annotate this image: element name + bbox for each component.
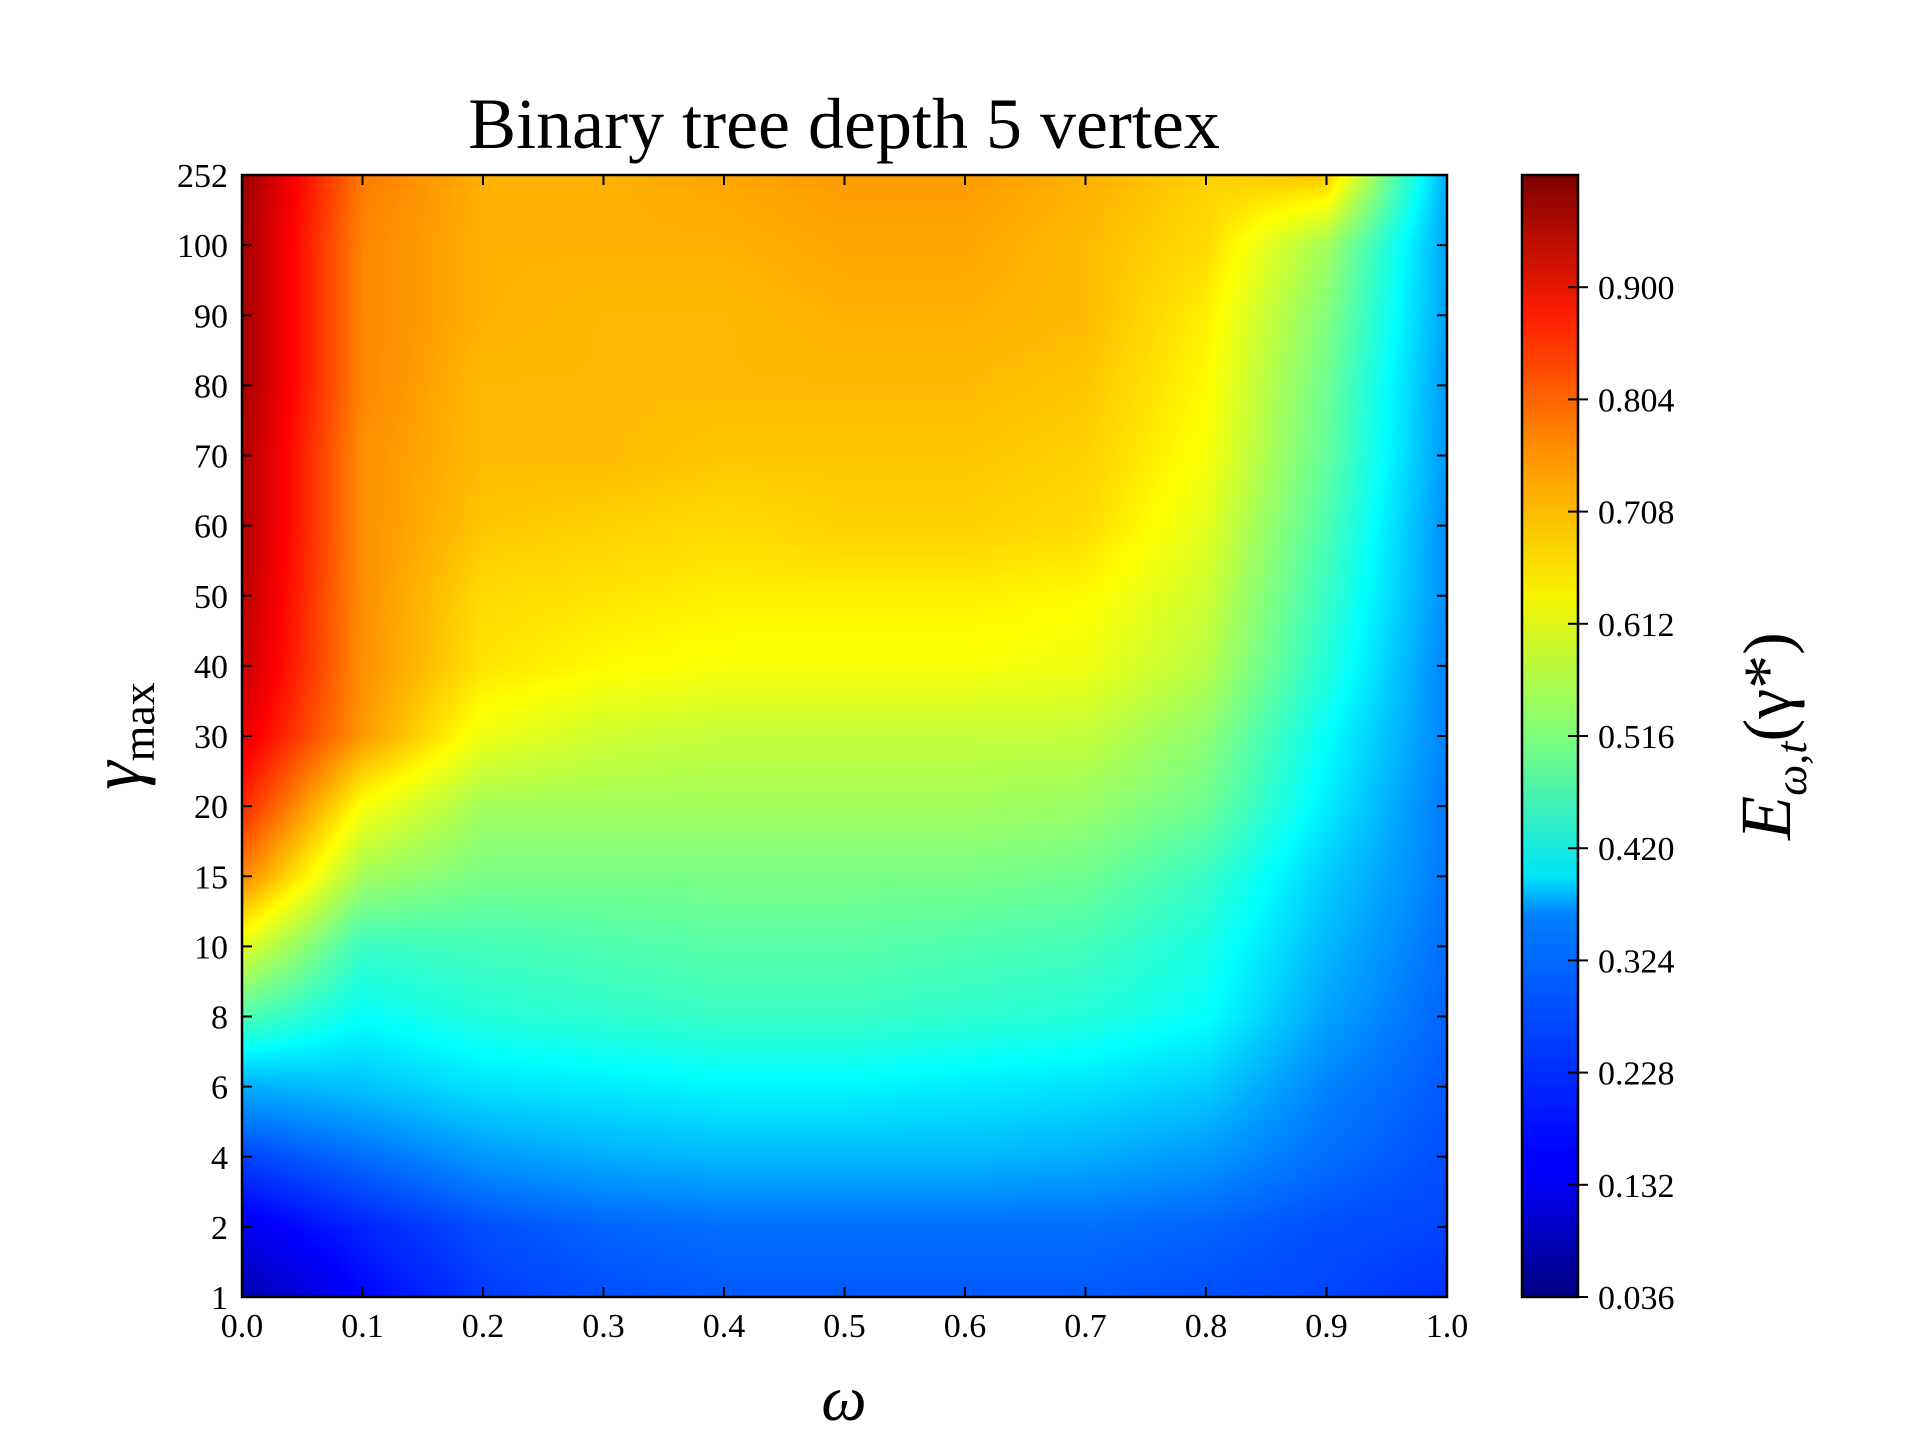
y-tick-label: 8: [211, 1000, 228, 1037]
x-axis-ticks: 0.0 0.1 0.2 0.3 0.4 0.5 0.6 0.7 0.8 0.9 1.0: [221, 175, 1469, 1345]
y-tick-label: 4: [211, 1140, 228, 1177]
colorbar-label: Eω,t(γ*): [1726, 632, 1816, 841]
colorbar-tick-label: 0.036: [1598, 1280, 1675, 1317]
colorbar-ticks: 0.036 0.132 0.228 0.324 0.420 0.516 0.612 0.708…: [1568, 270, 1675, 1317]
x-tick-label: 0.7: [1064, 1308, 1107, 1345]
x-tick-label: 0.5: [823, 1308, 866, 1345]
colorbar-label-arg: (γ*): [1729, 632, 1805, 741]
colorbar-tick-label: 0.708: [1598, 495, 1675, 532]
colorbar-tick-label: 0.228: [1598, 1056, 1675, 1093]
y-tick-label: 50: [194, 579, 228, 616]
y-tick-label: 90: [194, 298, 228, 335]
heatmap-cells: [242, 175, 1447, 1297]
x-tick-label: 0.2: [462, 1308, 505, 1345]
y-tick-label: 15: [194, 859, 228, 896]
svg-text:Eω,t(γ*): Eω,t(γ*): [1726, 632, 1816, 841]
colorbar-label-sub: ω,t: [1767, 740, 1816, 796]
colorbar-tick-label: 0.804: [1598, 382, 1675, 419]
colorbar: 0.036 0.132 0.228 0.324 0.420 0.516 0.612 0.708…: [1520, 173, 1675, 1317]
y-tick-label: 60: [194, 509, 228, 546]
colorbar-tick-label: 0.420: [1598, 831, 1675, 868]
colorbar-tick-label: 0.900: [1598, 270, 1675, 307]
x-tick-label: 0.4: [703, 1308, 746, 1345]
y-tick-label: 70: [194, 439, 228, 476]
y-tick-label: 1: [211, 1280, 228, 1317]
x-tick-label: 1.0: [1426, 1308, 1469, 1345]
x-axis-label: ω: [821, 1363, 866, 1434]
chart-title: Binary tree depth 5 vertex: [468, 84, 1220, 164]
y-axis-ticks: 1 2 4 6 8 10 15 20 30 40 50 60 70 80 90 100 252: [177, 158, 1447, 1317]
colorbar-tick-label: 0.132: [1598, 1168, 1675, 1205]
y-tick-label: 252: [177, 158, 228, 195]
y-axis-label-sub: max: [113, 682, 164, 761]
y-tick-label: 2: [211, 1210, 228, 1247]
colorbar-label-main: E: [1726, 796, 1806, 841]
y-tick-label: 30: [194, 719, 228, 756]
x-tick-label: 0.9: [1305, 1308, 1348, 1345]
x-tick-label: 0.8: [1185, 1308, 1228, 1345]
y-tick-label: 20: [194, 789, 228, 826]
x-tick-label: 0.0: [221, 1308, 264, 1345]
y-axis-label-main: γ: [76, 760, 156, 790]
x-tick-label: 0.1: [341, 1308, 384, 1345]
y-tick-label: 6: [211, 1070, 228, 1107]
x-tick-label: 0.3: [582, 1308, 625, 1345]
colorbar-tick-label: 0.516: [1598, 719, 1675, 756]
heatmap-plot-area: [240, 173, 1449, 1299]
y-tick-label: 40: [194, 649, 228, 686]
y-tick-label: 10: [194, 929, 228, 966]
y-tick-label: 100: [177, 228, 228, 265]
x-tick-label: 0.6: [944, 1308, 987, 1345]
y-tick-label: 80: [194, 368, 228, 405]
colorbar-tick-label: 0.324: [1598, 943, 1675, 980]
y-axis-label: γmax: [76, 682, 164, 790]
svg-text:γmax: γmax: [76, 682, 164, 790]
colorbar-tick-label: 0.612: [1598, 607, 1675, 644]
